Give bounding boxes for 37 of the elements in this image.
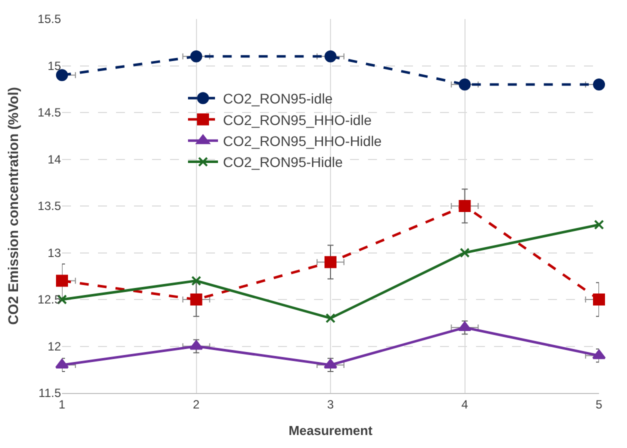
- y-tick-label: 12: [48, 339, 62, 354]
- point: [324, 358, 338, 368]
- y-tick-label: 13.5: [38, 199, 62, 214]
- point: [592, 350, 606, 360]
- point: [190, 50, 202, 62]
- y-tick-label: 15: [48, 58, 62, 73]
- point: [56, 69, 68, 82]
- x-tick-label: 1: [58, 397, 66, 412]
- legend-label: CO2_RON95-Hidle: [223, 154, 344, 170]
- legend-label: CO2_RON95-idle: [223, 90, 333, 107]
- y-tick-label: 13: [48, 246, 62, 260]
- y-tick-label: 15.5: [38, 12, 62, 26]
- legend-label: CO2_RON95_HHO-Hidle: [223, 133, 382, 150]
- x-tick-label: 5: [596, 397, 603, 412]
- point: [593, 78, 605, 90]
- point: [460, 248, 470, 258]
- point: [190, 294, 202, 306]
- point: [594, 220, 604, 230]
- y-tick-label: 12.5: [38, 292, 62, 307]
- point: [593, 294, 605, 306]
- point: [324, 256, 336, 268]
- x-tick-label: 3: [327, 397, 334, 412]
- y-tick-label: 14.5: [38, 106, 62, 120]
- point: [56, 274, 68, 287]
- point: [55, 358, 69, 368]
- y-axis-title: CO2 Emission concentration (%Vol): [5, 87, 22, 325]
- point: [458, 200, 471, 212]
- x-tick-label: 4: [461, 397, 468, 412]
- y-tick-label: 11.5: [38, 386, 62, 400]
- x-axis-title: Measurement: [288, 423, 374, 438]
- point: [324, 50, 336, 62]
- point: [326, 313, 336, 324]
- legend-label: CO2_RON95_HHO-idle: [223, 112, 372, 128]
- y-tick-label: 14: [48, 152, 62, 166]
- point: [191, 276, 202, 286]
- point: [458, 78, 471, 90]
- x-tick-label: 2: [192, 397, 200, 412]
